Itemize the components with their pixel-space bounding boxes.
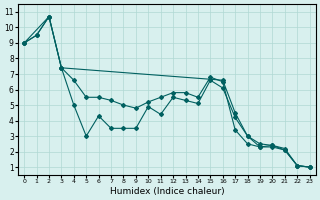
X-axis label: Humidex (Indice chaleur): Humidex (Indice chaleur) <box>109 187 224 196</box>
